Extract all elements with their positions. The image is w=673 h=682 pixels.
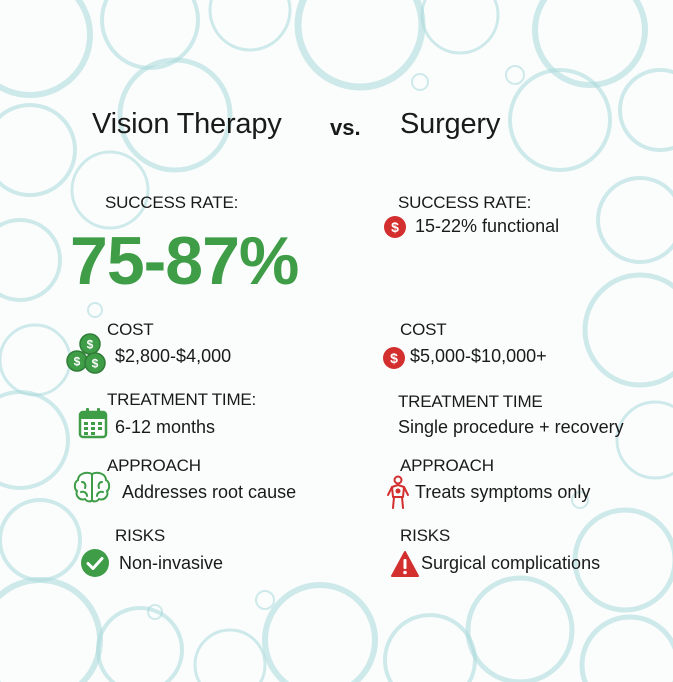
- left-risks-value: Non-invasive: [119, 553, 224, 573]
- right-success-label: SUCCESS RATE:: [398, 193, 532, 212]
- right-risks-value: Surgical complications: [421, 553, 601, 573]
- left-time-value: 6-12 months: [115, 417, 216, 437]
- right-risks-label: RISKS: [400, 526, 451, 545]
- brain-icon: [73, 471, 111, 503]
- warning-icon: [391, 551, 419, 577]
- svg-text:$: $: [391, 219, 399, 235]
- svg-text:$: $: [87, 338, 94, 352]
- right-approach-value: Treats symptoms only: [415, 482, 591, 502]
- left-time-label: TREATMENT TIME:: [107, 390, 257, 409]
- dollar-icon: $: [383, 347, 405, 369]
- right-title: Surgery: [400, 108, 501, 140]
- svg-text:$: $: [74, 355, 81, 369]
- svg-text:$: $: [390, 350, 398, 366]
- right-cost-label: COST: [400, 320, 447, 339]
- left-cost-label: COST: [107, 320, 154, 339]
- vs-label: vs.: [330, 115, 361, 140]
- checkmark-icon: [81, 549, 109, 577]
- right-approach-label: APPROACH: [400, 456, 494, 475]
- calendar-icon: [78, 408, 108, 439]
- svg-text:$: $: [92, 357, 99, 371]
- left-title: Vision Therapy: [92, 108, 282, 140]
- left-cost-value: $2,800-$4,000: [115, 346, 232, 366]
- person-icon: [387, 475, 409, 509]
- right-cost-value: $5,000-$10,000+: [410, 346, 547, 366]
- right-time-value: Single procedure + recovery: [398, 417, 624, 437]
- left-approach-label: APPROACH: [107, 456, 201, 475]
- left-success-label: SUCCESS RATE:: [105, 193, 239, 212]
- dollar-icon: $: [384, 216, 406, 238]
- coins-icon: $ $ $: [66, 333, 106, 374]
- left-success-value: 75-87%: [70, 223, 299, 299]
- left-approach-value: Addresses root cause: [122, 482, 297, 502]
- right-time-label: TREATMENT TIME: [398, 392, 543, 411]
- left-risks-label: RISKS: [115, 526, 166, 545]
- right-success-value: 15-22% functional: [415, 216, 560, 236]
